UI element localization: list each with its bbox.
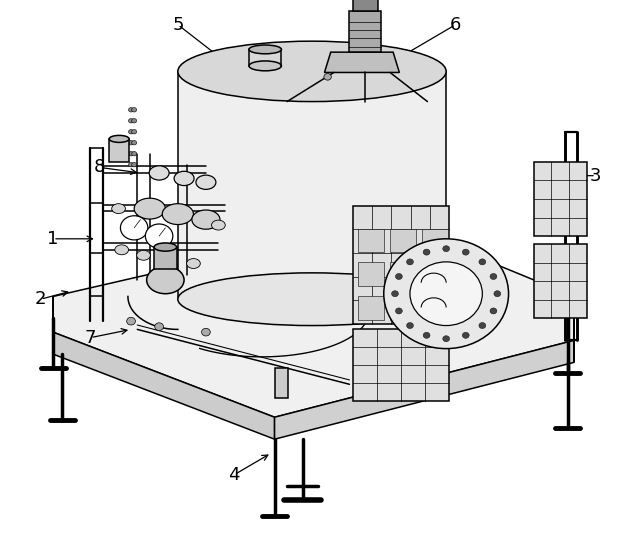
Ellipse shape xyxy=(115,245,129,255)
Circle shape xyxy=(129,163,134,167)
Text: 8: 8 xyxy=(94,159,105,176)
Circle shape xyxy=(127,317,135,325)
Bar xyxy=(422,262,448,286)
Bar xyxy=(390,296,416,320)
Bar xyxy=(358,228,384,252)
Polygon shape xyxy=(324,52,399,72)
Circle shape xyxy=(129,152,134,156)
Circle shape xyxy=(423,332,430,338)
Polygon shape xyxy=(275,340,574,439)
Polygon shape xyxy=(178,71,446,299)
Bar xyxy=(353,206,449,324)
Ellipse shape xyxy=(174,171,194,186)
Bar xyxy=(353,0,378,11)
Circle shape xyxy=(155,323,163,330)
Circle shape xyxy=(132,163,137,167)
Circle shape xyxy=(132,119,137,123)
Bar xyxy=(390,228,416,252)
Bar xyxy=(390,262,416,286)
Circle shape xyxy=(396,273,402,279)
Bar xyxy=(422,228,448,252)
Circle shape xyxy=(479,322,485,328)
Polygon shape xyxy=(53,220,574,417)
Circle shape xyxy=(132,152,137,156)
Text: 6: 6 xyxy=(450,16,461,33)
Bar xyxy=(353,329,449,401)
Text: 3: 3 xyxy=(590,167,602,184)
Ellipse shape xyxy=(187,259,200,268)
Ellipse shape xyxy=(192,210,220,229)
Circle shape xyxy=(407,322,414,328)
Circle shape xyxy=(442,246,449,251)
Text: 2: 2 xyxy=(35,290,46,308)
Ellipse shape xyxy=(109,136,129,142)
Circle shape xyxy=(129,108,134,112)
Bar xyxy=(154,247,177,269)
Bar xyxy=(534,244,587,318)
Circle shape xyxy=(129,130,134,134)
Circle shape xyxy=(410,262,482,326)
Circle shape xyxy=(462,249,469,255)
Text: 4: 4 xyxy=(228,466,240,484)
Bar xyxy=(422,296,448,320)
Ellipse shape xyxy=(162,204,193,225)
Circle shape xyxy=(129,119,134,123)
Ellipse shape xyxy=(154,243,177,251)
Bar xyxy=(358,296,384,320)
Circle shape xyxy=(132,130,137,134)
Bar xyxy=(349,11,381,52)
Circle shape xyxy=(479,259,485,265)
Circle shape xyxy=(145,224,173,248)
Text: 7: 7 xyxy=(85,329,96,346)
Circle shape xyxy=(494,291,500,296)
Circle shape xyxy=(490,308,497,314)
Circle shape xyxy=(132,141,137,145)
Circle shape xyxy=(384,239,509,349)
Circle shape xyxy=(396,308,402,314)
Circle shape xyxy=(392,291,399,296)
Bar xyxy=(358,262,384,286)
Ellipse shape xyxy=(149,166,169,180)
Ellipse shape xyxy=(137,250,150,260)
Circle shape xyxy=(423,249,430,255)
Circle shape xyxy=(462,332,469,338)
Ellipse shape xyxy=(112,204,125,214)
Circle shape xyxy=(324,74,331,80)
Ellipse shape xyxy=(178,273,446,326)
Circle shape xyxy=(129,141,134,145)
Text: 1: 1 xyxy=(47,230,59,248)
Circle shape xyxy=(120,216,148,240)
Text: 5: 5 xyxy=(172,16,183,33)
Bar xyxy=(275,368,288,398)
Circle shape xyxy=(202,328,210,336)
Ellipse shape xyxy=(134,198,165,219)
Circle shape xyxy=(132,108,137,112)
Bar xyxy=(534,162,587,236)
Ellipse shape xyxy=(178,41,446,102)
Ellipse shape xyxy=(147,266,184,294)
Circle shape xyxy=(442,336,449,341)
Ellipse shape xyxy=(249,61,281,71)
Ellipse shape xyxy=(249,45,281,54)
Ellipse shape xyxy=(196,175,216,189)
Bar xyxy=(109,139,129,162)
Circle shape xyxy=(407,259,414,265)
Ellipse shape xyxy=(212,220,225,230)
Polygon shape xyxy=(53,332,275,439)
Circle shape xyxy=(490,273,497,279)
